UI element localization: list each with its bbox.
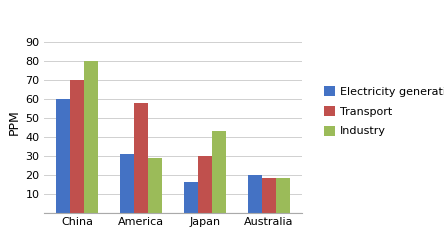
Bar (276, 178, 290, 212)
Bar (120, 154, 134, 212)
Bar (262, 178, 276, 212)
Legend: Electricity generation, Transport, Industry: Electricity generation, Transport, Indus… (321, 83, 444, 140)
Bar (212, 131, 226, 212)
Bar (56, 99, 70, 212)
Bar (148, 158, 163, 212)
Bar (134, 102, 148, 212)
Bar (84, 61, 98, 212)
Bar (70, 80, 84, 212)
Bar (184, 182, 198, 212)
Bar (248, 174, 262, 212)
Bar (198, 156, 212, 212)
Y-axis label: PPM: PPM (8, 110, 21, 136)
